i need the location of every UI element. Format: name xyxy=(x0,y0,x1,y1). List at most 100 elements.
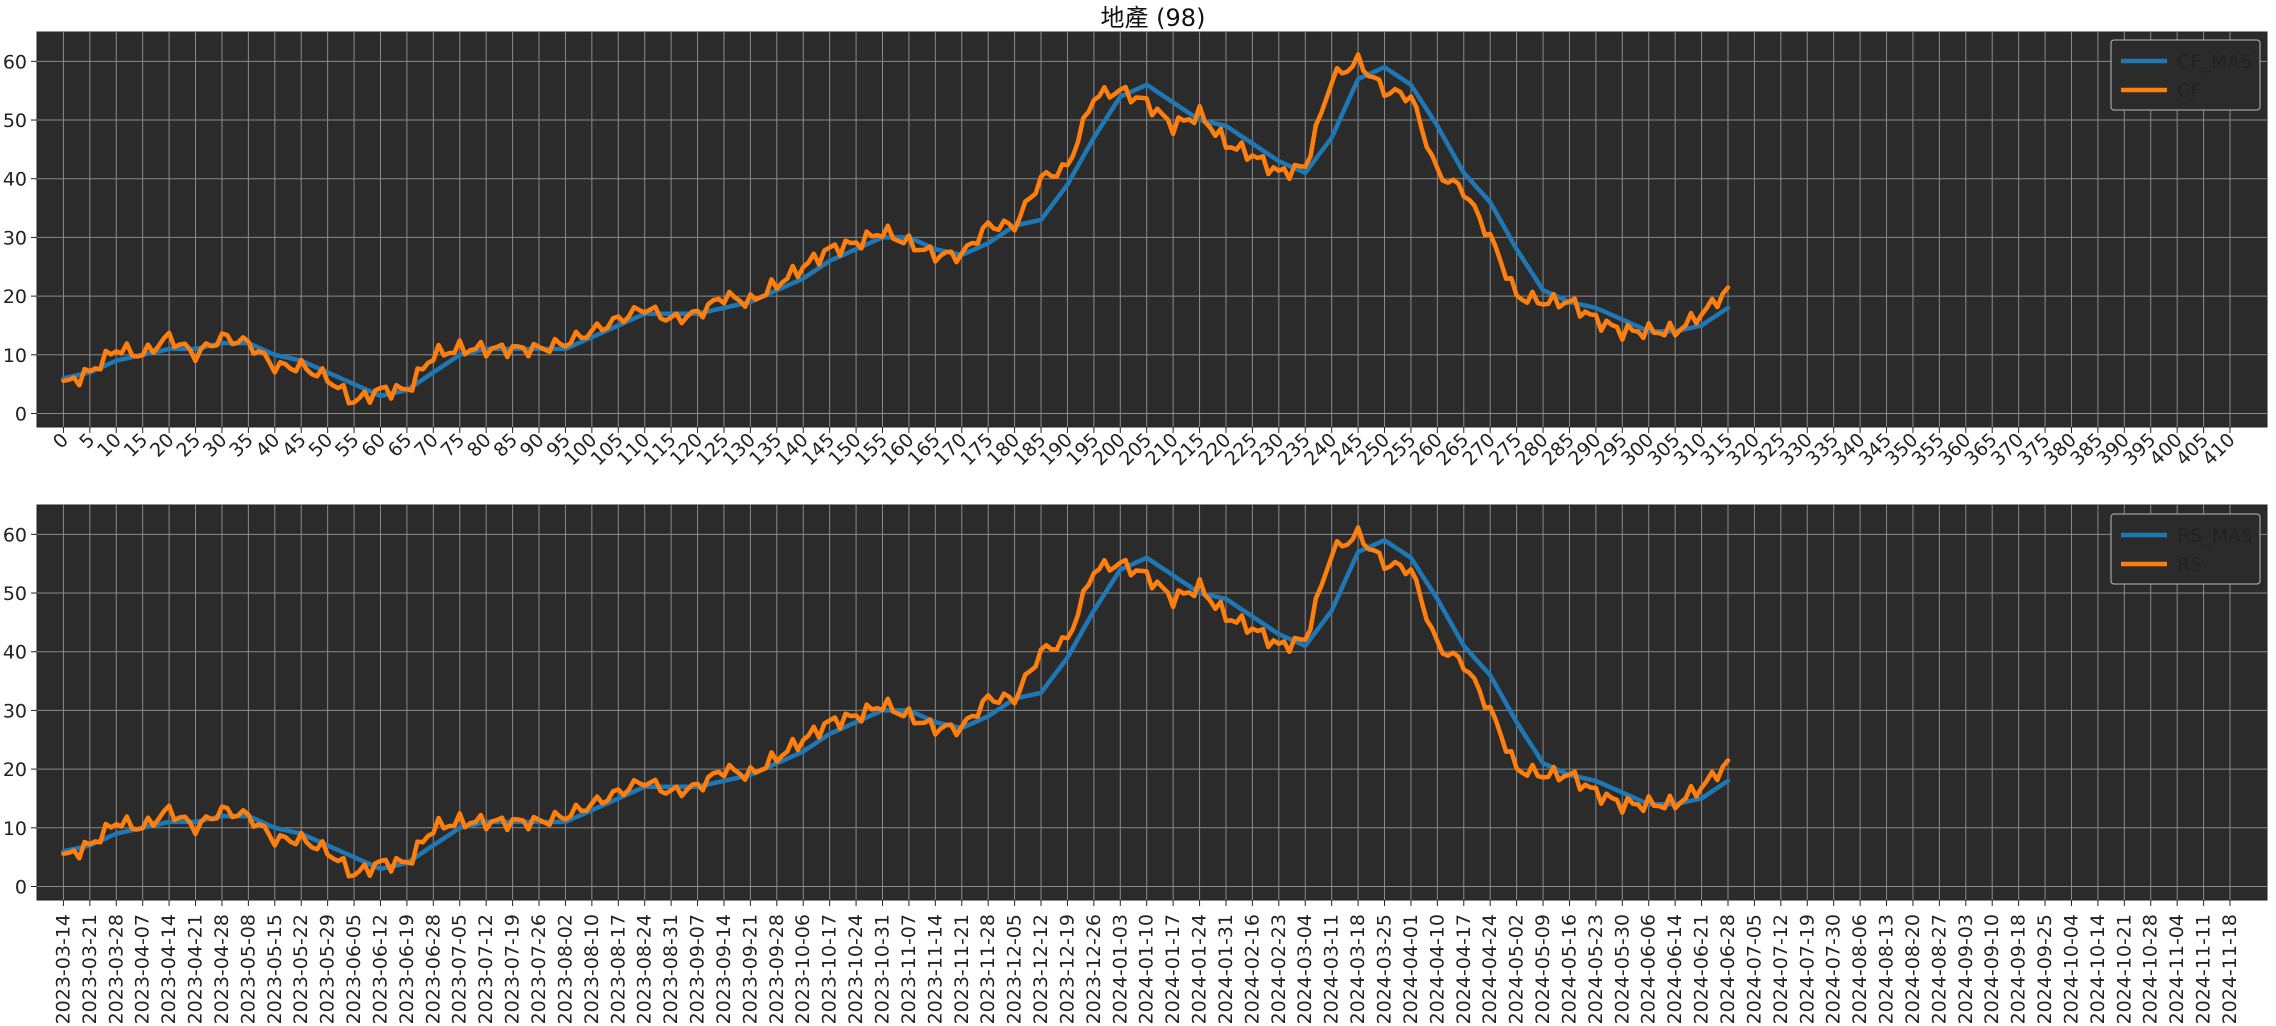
rs-x-tick-label: 2023-09-14 xyxy=(713,914,735,1024)
rs-x-tick-label: 2024-03-04 xyxy=(1294,914,1316,1024)
cf-plot-area xyxy=(36,31,2268,428)
rs-x-tick-label: 2024-07-19 xyxy=(1796,914,1818,1024)
rs-x-tick-label: 2023-11-28 xyxy=(977,914,999,1024)
cf-grid xyxy=(37,32,2267,427)
rs-x-tick-label: 2023-10-06 xyxy=(792,914,814,1024)
cf-y-tick-label: 50 xyxy=(3,110,27,132)
rs-x-tick-label: 2023-08-31 xyxy=(660,914,682,1024)
rs-x-tick-label: 2023-07-05 xyxy=(449,914,471,1024)
rs-x-tick-label: 2023-12-26 xyxy=(1083,914,1105,1024)
rs-series-lines xyxy=(61,525,1731,879)
rs-x-tick-label: 2023-04-28 xyxy=(211,914,233,1024)
rs-x-tick-label: 2024-02-16 xyxy=(1241,914,1263,1024)
rs-x-tick-label: 2024-10-14 xyxy=(2087,914,2109,1024)
rs-x-tick-label: 2023-03-21 xyxy=(79,914,101,1024)
rs-x-tick-label: 2024-08-27 xyxy=(1928,914,1950,1024)
rs-x-tick-label: 2023-11-07 xyxy=(898,914,920,1024)
rs-x-tick-label: 2024-10-28 xyxy=(2140,914,2162,1024)
cf-legend: CF_MA5 CF xyxy=(2110,39,2261,111)
rs-x-tick-label: 2023-10-17 xyxy=(819,914,841,1024)
rs-x-tick-label: 2024-08-20 xyxy=(1902,914,1924,1024)
rs-x-tick-label: 2024-05-23 xyxy=(1585,914,1607,1024)
rs-x-tick-label: 2023-11-14 xyxy=(924,914,946,1024)
rs-x-tick-label: 2024-03-11 xyxy=(1321,914,1343,1024)
rs-x-tick-label: 2023-05-22 xyxy=(290,914,312,1024)
rs-raw-series-line xyxy=(61,525,1731,879)
rs-x-tick-label: 2023-04-07 xyxy=(132,914,154,1024)
rs-x-tick-label: 2024-01-31 xyxy=(1215,914,1237,1024)
rs-x-tick-label: 2023-08-02 xyxy=(554,914,576,1024)
rs-x-tick-label: 2024-04-17 xyxy=(1453,914,1475,1024)
rs-x-tick-label: 2024-06-14 xyxy=(1664,914,1686,1024)
rs-x-tick-label: 2023-05-08 xyxy=(237,914,259,1024)
cf-legend-label: CF xyxy=(2177,80,2201,102)
cf-plot-panel: 0 10 20 30 40 50 60 0 5101520253035404550556065… xyxy=(3,31,2268,470)
cf-y-tick-label: 0 xyxy=(15,404,27,426)
rs-x-tick-label: 2023-09-28 xyxy=(766,914,788,1024)
rs-x-tick-label: 2024-10-21 xyxy=(2113,914,2135,1024)
rs-x-tick-label: 2023-10-24 xyxy=(845,914,867,1024)
rs-x-tick-label: 2023-09-21 xyxy=(739,914,761,1024)
rs-x-tick-label: 2024-11-04 xyxy=(2166,914,2188,1024)
rs-x-tick-label: 2023-06-19 xyxy=(396,914,418,1024)
rs-x-tick-label: 2024-01-17 xyxy=(1162,914,1184,1024)
rs-x-tick-label: 2024-04-01 xyxy=(1400,914,1422,1024)
rs-y-tick-label: 40 xyxy=(3,642,27,664)
rs-x-tick-label: 2024-07-05 xyxy=(1743,914,1765,1024)
cf-y-axis: 0 10 20 30 40 50 60 xyxy=(3,51,37,426)
cf-y-tick-label: 30 xyxy=(3,227,27,249)
rs-x-tick-label: 2024-05-09 xyxy=(1532,914,1554,1024)
rs-y-tick-label: 50 xyxy=(3,583,27,605)
rs-y-tick-label: 60 xyxy=(3,524,27,546)
rs-x-tick-label: 2024-05-30 xyxy=(1611,914,1633,1024)
rs-x-tick-label: 2023-04-14 xyxy=(158,914,180,1024)
rs-x-tick-label: 2024-10-04 xyxy=(2060,914,2082,1024)
rs-x-axis: 2023-03-14 2023-03-21 2023-03-28 2023-04-07… xyxy=(52,900,2241,1024)
rs-x-tick-label: 2023-06-05 xyxy=(343,914,365,1024)
rs-x-tick-label: 2024-11-18 xyxy=(2219,914,2241,1024)
rs-x-tick-label: 2024-11-11 xyxy=(2193,914,2215,1024)
rs-x-tick-label: 2023-09-07 xyxy=(687,914,709,1024)
rs-x-tick-label: 2023-12-05 xyxy=(1004,914,1026,1024)
rs-x-tick-label: 2024-03-25 xyxy=(1374,914,1396,1024)
rs-x-tick-label: 2024-07-30 xyxy=(1823,914,1845,1024)
rs-x-tick-label: 2024-04-10 xyxy=(1426,914,1448,1024)
rs-y-tick-label: 20 xyxy=(3,759,27,781)
rs-x-tick-label: 2023-07-12 xyxy=(475,914,497,1024)
rs-x-tick-label: 2023-06-12 xyxy=(369,914,391,1024)
rs-x-tick-label: 2024-01-24 xyxy=(1189,914,1211,1024)
rs-x-tick-label: 2023-07-26 xyxy=(528,914,550,1024)
rs-y-axis: 0 10 20 30 40 50 60 xyxy=(3,524,37,899)
rs-x-tick-label: 2023-06-28 xyxy=(422,914,444,1024)
rs-x-tick-label: 2023-05-15 xyxy=(264,914,286,1024)
rs-x-tick-label: 2024-09-10 xyxy=(1981,914,2003,1024)
rs-x-tick-label: 2023-07-19 xyxy=(502,914,524,1024)
cf-x-tick-label: 410 xyxy=(2198,429,2239,470)
rs-grid xyxy=(37,505,2267,900)
cf-raw-series-line xyxy=(61,52,1731,406)
rs-ma5-legend-label: RS_MA5 xyxy=(2177,525,2253,547)
rs-legend-label: RS xyxy=(2177,554,2202,576)
cf-legend-box xyxy=(2110,39,2261,111)
cf-x-axis: 0 510152025303540455055606570758085909510… xyxy=(49,427,2240,470)
rs-x-tick-label: 2024-01-03 xyxy=(1109,914,1131,1024)
rs-x-tick-label: 2023-03-28 xyxy=(105,914,127,1024)
rs-x-tick-label: 2024-09-18 xyxy=(2008,914,2030,1024)
rs-x-tick-label: 2024-05-16 xyxy=(1558,914,1580,1024)
rs-x-tick-label: 2024-09-25 xyxy=(2034,914,2056,1024)
rs-x-tick-label: 2024-06-06 xyxy=(1638,914,1660,1024)
rs-x-tick-label: 2024-02-23 xyxy=(1268,914,1290,1024)
rs-x-tick-label: 2024-05-02 xyxy=(1506,914,1528,1024)
rs-x-tick-label: 2023-08-10 xyxy=(581,914,603,1024)
rs-x-tick-label: 2024-09-03 xyxy=(1955,914,1977,1024)
rs-plot-area xyxy=(36,504,2268,901)
rs-x-tick-label: 2023-08-24 xyxy=(634,914,656,1024)
cf-series-lines xyxy=(61,52,1731,406)
rs-x-tick-label: 2023-04-21 xyxy=(185,914,207,1024)
cf-y-tick-label: 10 xyxy=(3,345,27,367)
rs-x-tick-label: 2024-08-06 xyxy=(1849,914,1871,1024)
rs-y-tick-label: 30 xyxy=(3,700,27,722)
rs-x-tick-label: 2023-05-29 xyxy=(317,914,339,1024)
rs-x-tick-label: 2024-01-10 xyxy=(1136,914,1158,1024)
